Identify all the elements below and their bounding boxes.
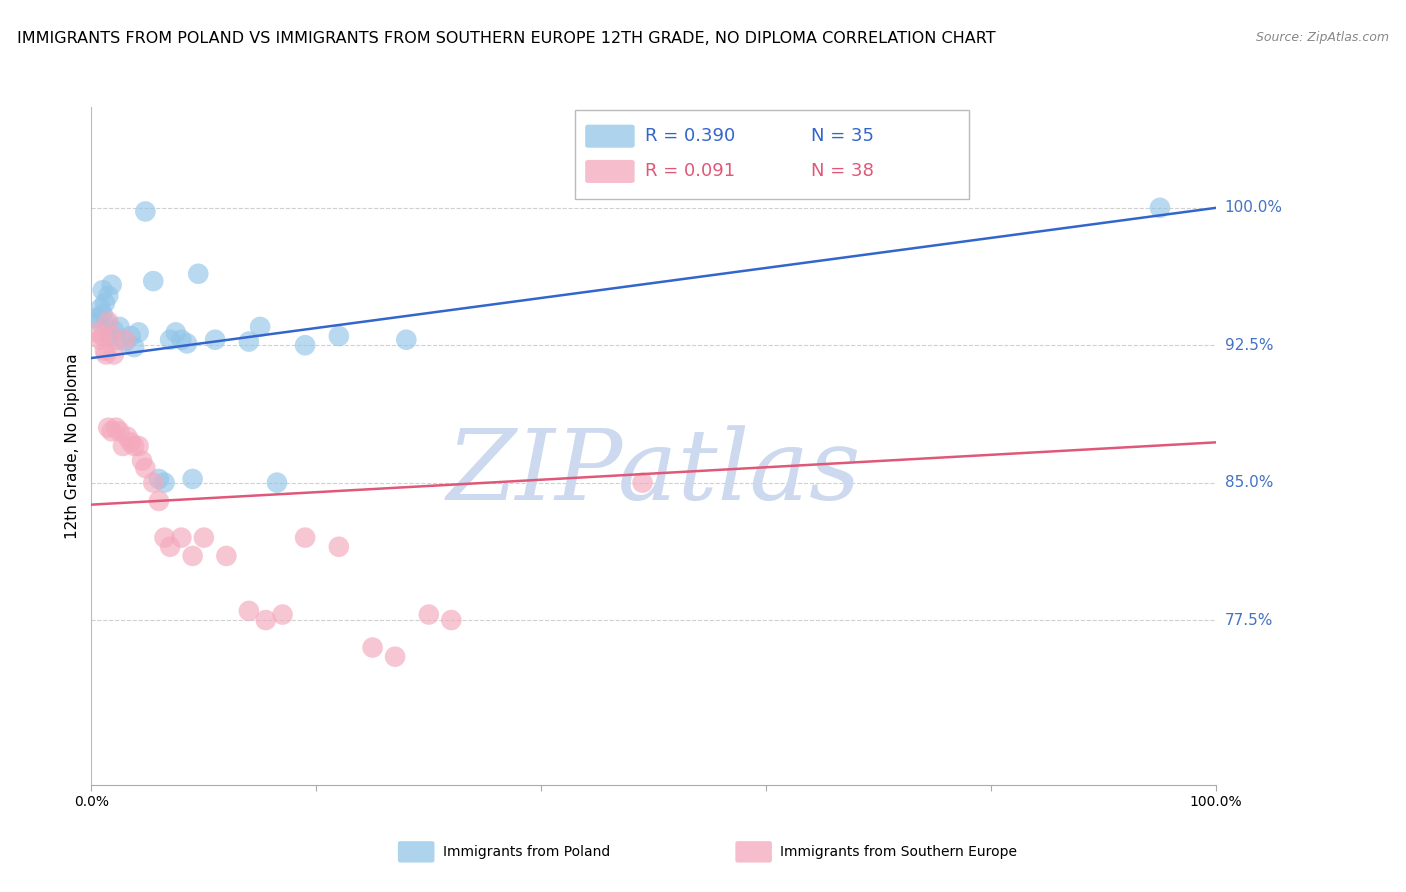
Point — [631, 475, 654, 490]
Point — [111, 439, 134, 453]
Point — [97, 289, 120, 303]
Point — [204, 333, 226, 347]
Point — [159, 333, 181, 347]
Point — [153, 531, 176, 545]
Point — [94, 296, 117, 310]
Point — [128, 439, 150, 453]
Point — [238, 334, 260, 349]
Point — [142, 475, 165, 490]
Point — [128, 326, 150, 340]
Point — [108, 425, 131, 439]
Point — [103, 347, 125, 361]
Point — [176, 336, 198, 351]
Point — [117, 430, 139, 444]
Point — [148, 472, 170, 486]
FancyBboxPatch shape — [585, 160, 634, 183]
Point — [294, 531, 316, 545]
Text: N = 35: N = 35 — [811, 128, 875, 145]
Point — [105, 420, 128, 434]
Point — [114, 334, 136, 349]
Text: Source: ZipAtlas.com: Source: ZipAtlas.com — [1256, 31, 1389, 45]
Point — [418, 607, 440, 622]
Point — [120, 435, 142, 450]
Point — [361, 640, 384, 655]
Text: ZIPatlas: ZIPatlas — [447, 425, 860, 521]
Point — [96, 316, 118, 330]
Point — [89, 333, 111, 347]
Text: R = 0.390: R = 0.390 — [645, 128, 735, 145]
Text: 77.5%: 77.5% — [1225, 613, 1272, 628]
Text: Immigrants from Southern Europe: Immigrants from Southern Europe — [780, 845, 1018, 859]
Point — [94, 343, 117, 358]
Text: Immigrants from Poland: Immigrants from Poland — [443, 845, 610, 859]
Point — [108, 319, 131, 334]
Point — [148, 494, 170, 508]
Point — [86, 326, 108, 340]
Text: 85.0%: 85.0% — [1225, 475, 1272, 490]
Point — [440, 613, 463, 627]
FancyBboxPatch shape — [585, 125, 634, 148]
Point — [134, 461, 156, 475]
Point — [328, 329, 350, 343]
Point — [254, 613, 277, 627]
Point — [122, 340, 145, 354]
FancyBboxPatch shape — [575, 111, 969, 199]
Point — [114, 333, 136, 347]
Point — [294, 338, 316, 352]
Text: R = 0.091: R = 0.091 — [645, 162, 735, 180]
Point — [100, 329, 122, 343]
Point — [170, 531, 193, 545]
Point — [105, 333, 128, 347]
Point — [181, 472, 204, 486]
Text: IMMIGRANTS FROM POLAND VS IMMIGRANTS FROM SOUTHERN EUROPE 12TH GRADE, NO DIPLOMA: IMMIGRANTS FROM POLAND VS IMMIGRANTS FRO… — [17, 31, 995, 46]
Point — [134, 204, 156, 219]
Point — [97, 420, 120, 434]
Point — [103, 324, 125, 338]
Point — [153, 475, 176, 490]
Point — [193, 531, 215, 545]
Point — [100, 277, 122, 292]
Point — [187, 267, 209, 281]
Point — [91, 307, 114, 321]
Point — [266, 475, 288, 490]
Y-axis label: 12th Grade, No Diploma: 12th Grade, No Diploma — [65, 353, 80, 539]
Point — [159, 540, 181, 554]
Point — [97, 329, 120, 343]
Point — [328, 540, 350, 554]
Point — [165, 326, 187, 340]
Point — [131, 453, 153, 467]
Point — [238, 604, 260, 618]
Point — [249, 319, 271, 334]
Point — [91, 283, 114, 297]
Text: 100.0%: 100.0% — [1225, 201, 1282, 215]
Point — [97, 314, 120, 328]
Point — [271, 607, 294, 622]
Point — [384, 649, 406, 664]
Point — [100, 425, 122, 439]
Point — [142, 274, 165, 288]
Text: 92.5%: 92.5% — [1225, 338, 1272, 352]
Point — [215, 549, 238, 563]
Point — [1149, 201, 1171, 215]
Point — [91, 329, 114, 343]
Point — [94, 347, 117, 361]
Point — [89, 314, 111, 328]
Point — [181, 549, 204, 563]
Text: N = 38: N = 38 — [811, 162, 875, 180]
Point — [170, 333, 193, 347]
Point — [120, 329, 142, 343]
Point — [86, 310, 108, 325]
Point — [395, 333, 418, 347]
Point — [122, 439, 145, 453]
Point — [89, 301, 111, 316]
